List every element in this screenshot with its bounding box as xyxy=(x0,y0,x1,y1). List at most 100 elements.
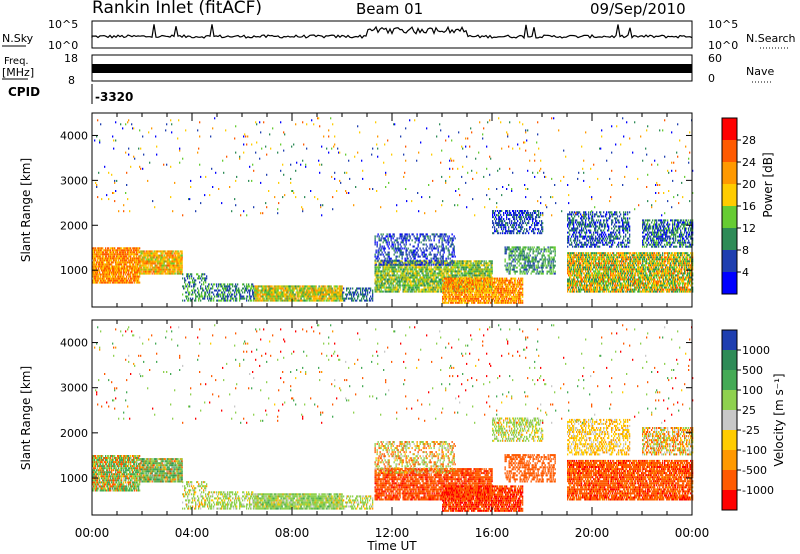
power-cell xyxy=(314,293,316,296)
power-cell xyxy=(228,291,230,294)
power-cell xyxy=(377,278,379,281)
power-cell xyxy=(431,280,433,283)
power-cell xyxy=(449,270,451,273)
power-cell xyxy=(155,272,157,275)
power-cell xyxy=(328,293,330,296)
power-cell xyxy=(130,251,132,254)
power-cell xyxy=(392,243,394,246)
power-cell xyxy=(226,299,228,302)
power-cell xyxy=(119,249,121,252)
power-cell xyxy=(138,247,140,250)
power-cell xyxy=(160,272,162,275)
power-cell xyxy=(479,262,481,265)
power-cell xyxy=(169,254,171,257)
power-cell xyxy=(484,270,486,273)
power-cell xyxy=(303,299,305,302)
power-cell xyxy=(451,259,453,262)
power-cell xyxy=(485,262,487,265)
power-cell xyxy=(421,282,423,285)
power-cell xyxy=(383,237,385,240)
power-cell xyxy=(396,272,398,275)
power-cell xyxy=(445,301,447,304)
power-cell xyxy=(148,270,150,273)
power-cell xyxy=(116,253,118,256)
power-cell xyxy=(474,301,476,304)
power-cell xyxy=(475,291,477,294)
power-cell xyxy=(172,250,174,253)
power-cell xyxy=(468,274,470,277)
power-cell xyxy=(291,285,293,288)
power-cell xyxy=(143,250,145,253)
power-cell xyxy=(436,288,438,291)
power-cell xyxy=(253,287,255,290)
power-cell xyxy=(402,270,404,273)
nsearch-tick-bottom: 10^0 xyxy=(708,39,738,52)
power-cell xyxy=(116,269,118,272)
power-cell xyxy=(407,278,409,281)
power-cell xyxy=(424,263,426,266)
power-cell xyxy=(432,263,434,266)
power-cell xyxy=(381,245,383,248)
power-cell xyxy=(412,286,414,289)
power-cell xyxy=(264,289,266,292)
power-cell xyxy=(160,256,162,259)
power-cell xyxy=(164,252,166,255)
power-cell xyxy=(453,245,455,248)
power-cell xyxy=(325,299,327,302)
power-cell xyxy=(447,239,449,242)
power-cell xyxy=(134,279,136,282)
power-cell xyxy=(472,281,474,284)
power-cell xyxy=(198,293,200,296)
power-cell xyxy=(329,295,331,298)
power-cell xyxy=(163,254,165,257)
power-cell xyxy=(108,279,110,282)
power-cell xyxy=(393,270,395,273)
power-cell xyxy=(364,299,366,302)
power-cell xyxy=(375,263,377,266)
power-cell xyxy=(376,270,378,273)
power-cell xyxy=(310,287,312,290)
power-cell xyxy=(283,291,285,294)
power-cell xyxy=(300,297,302,300)
power-cell xyxy=(478,293,480,296)
power-cell xyxy=(427,276,429,279)
power-cell xyxy=(470,268,472,271)
power-cell xyxy=(398,266,400,269)
power-cell xyxy=(482,270,484,273)
power-cell xyxy=(297,293,299,296)
power-cell xyxy=(413,245,415,248)
power-cell xyxy=(407,261,409,264)
power-cell xyxy=(267,287,269,290)
power-cell xyxy=(125,271,127,274)
power-cell xyxy=(340,295,342,298)
power-cell xyxy=(374,255,376,258)
power-cell xyxy=(411,276,413,279)
power-cell xyxy=(294,285,296,288)
power-cell xyxy=(355,299,357,302)
power-cell xyxy=(269,295,271,298)
power-cell xyxy=(491,297,493,300)
power-cell xyxy=(439,272,441,275)
power-cell xyxy=(412,288,414,291)
power-cell xyxy=(208,285,210,288)
power-cell xyxy=(252,293,254,296)
power-cell xyxy=(228,295,230,298)
power-cell xyxy=(415,260,417,263)
power-cell xyxy=(343,287,345,290)
power-cell xyxy=(218,283,220,286)
power-cell xyxy=(269,285,271,288)
power-cell xyxy=(374,288,376,291)
power-cell xyxy=(199,297,201,300)
power-cell xyxy=(469,260,471,263)
power-cell xyxy=(129,265,131,268)
power-cell xyxy=(178,252,180,255)
power-cell xyxy=(165,260,167,263)
power-cell xyxy=(405,266,407,269)
power-cell xyxy=(151,272,153,275)
power-cell xyxy=(453,285,455,288)
power-cell xyxy=(368,287,370,290)
power-cell xyxy=(178,264,180,267)
power-cell xyxy=(435,243,437,246)
power-cell xyxy=(484,295,486,298)
power-cell xyxy=(273,297,275,300)
